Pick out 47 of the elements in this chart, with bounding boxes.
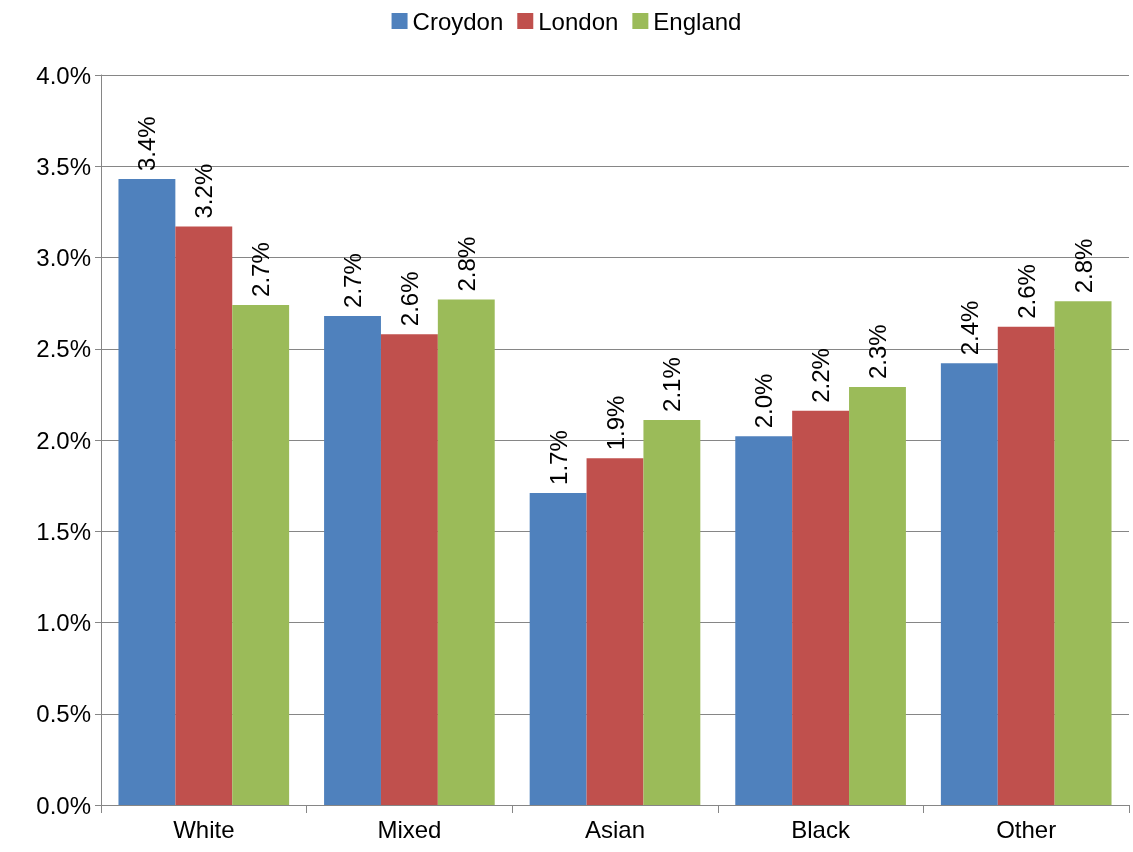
bar [437, 299, 495, 805]
bar [792, 410, 850, 805]
legend-label: England [653, 7, 742, 35]
x-tick-label: Asian [584, 815, 646, 843]
data-label: 3.2% [190, 163, 218, 219]
x-tick-label: White [173, 815, 235, 843]
bar [643, 419, 701, 805]
data-label: 2.8% [1069, 238, 1097, 294]
data-label: 2.7% [339, 253, 367, 308]
y-tick-label: 3.5% [36, 152, 91, 180]
bar [380, 334, 438, 805]
x-tick-label: Other [996, 815, 1057, 843]
data-label: 2.6% [395, 271, 423, 327]
y-tick-label: 2.5% [36, 335, 91, 363]
bar [586, 458, 644, 805]
bar [175, 226, 233, 805]
bar [940, 363, 998, 805]
data-label: 1.9% [601, 395, 629, 451]
bar [529, 492, 587, 805]
data-label: 1.7% [544, 430, 572, 485]
bar [118, 179, 176, 805]
bar [997, 326, 1055, 805]
y-tick-label: 0.5% [36, 700, 91, 728]
data-label: 2.2% [807, 348, 835, 403]
y-tick-label: 3.0% [36, 244, 91, 271]
data-label: 2.1% [658, 357, 686, 412]
y-tick-label: 2.0% [36, 426, 91, 454]
y-tick-label: 1.5% [36, 517, 91, 545]
bar [1054, 301, 1112, 805]
bar [232, 304, 290, 805]
legend-label: London [538, 7, 619, 35]
data-label: 2.3% [863, 324, 891, 380]
y-tick-label: 0.0% [36, 791, 91, 819]
x-tick-label: Mixed [377, 815, 442, 843]
bar [849, 387, 906, 805]
data-label: 2.8% [452, 236, 480, 292]
bar [735, 436, 793, 805]
bar [324, 315, 381, 805]
y-tick-label: 1.0% [36, 609, 91, 636]
data-label: 2.6% [1012, 264, 1040, 319]
x-tick-label: Black [791, 815, 851, 843]
data-label: 3.4% [133, 116, 161, 172]
data-label: 2.0% [750, 373, 778, 429]
legend-label: Croydon [412, 7, 504, 35]
y-tick-label: 4.0% [36, 61, 91, 89]
data-label: 2.4% [955, 300, 983, 356]
data-label: 2.7% [247, 242, 275, 297]
